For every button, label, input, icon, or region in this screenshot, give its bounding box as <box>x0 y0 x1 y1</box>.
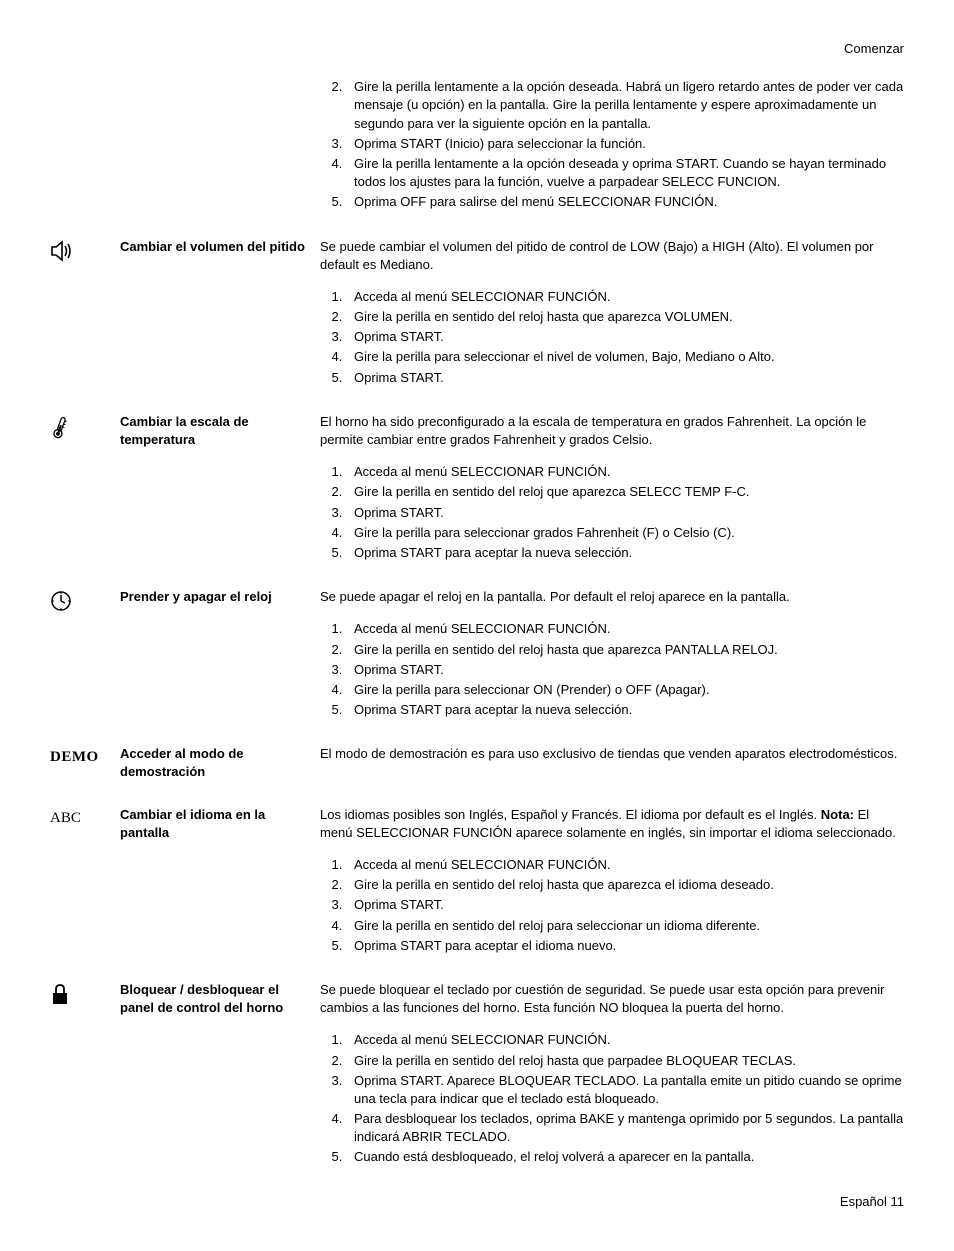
section-volume: Cambiar el volumen del pitido Se puede c… <box>50 238 904 389</box>
abc-icon: ABC <box>50 810 81 826</box>
list-item: Acceda al menú SELECCIONAR FUNCIÓN. <box>346 620 904 638</box>
list-item: Gire la perilla en sentido del reloj has… <box>346 641 904 659</box>
section-title-language: Cambiar el idioma en la pantalla <box>120 806 320 957</box>
section-temperature: Cambiar la escala de temperatura El horn… <box>50 413 904 564</box>
list-item: Gire la perilla lentamente a la opción d… <box>346 155 904 191</box>
content-volume: Se puede cambiar el volumen del pitido d… <box>320 238 904 389</box>
content-language: Los idiomas posibles son Inglés, Español… <box>320 806 904 957</box>
list-item: Acceda al menú SELECCIONAR FUNCIÓN. <box>346 856 904 874</box>
speaker-icon <box>50 240 76 262</box>
clock-icon <box>50 590 72 612</box>
clock-steps-list: Acceda al menú SELECCIONAR FUNCIÓN. Gire… <box>320 620 904 719</box>
temp-steps-list: Acceda al menú SELECCIONAR FUNCIÓN. Gire… <box>320 463 904 562</box>
section-title-demo: Acceder al modo de demostración <box>120 745 320 781</box>
list-item: Oprima START. <box>346 896 904 914</box>
page-footer: Español 11 <box>50 1193 904 1211</box>
intro-prefix: Los idiomas posibles son Inglés, Español… <box>320 807 821 822</box>
section-title-volume: Cambiar el volumen del pitido <box>120 238 320 389</box>
lock-icon <box>50 983 70 1007</box>
list-item: Oprima START para aceptar la nueva selec… <box>346 701 904 719</box>
content-clock: Se puede apagar el reloj en la pantalla.… <box>320 588 904 721</box>
page-header: Comenzar <box>50 40 904 58</box>
list-item: Gire la perilla para seleccionar ON (Pre… <box>346 681 904 699</box>
icon-column <box>50 413 120 564</box>
list-item: Gire la perilla lentamente a la opción d… <box>346 78 904 133</box>
language-steps-list: Acceda al menú SELECCIONAR FUNCIÓN. Gire… <box>320 856 904 955</box>
content-temperature: El horno ha sido preconfigurado a la esc… <box>320 413 904 564</box>
section-demo: DEMO Acceder al modo de demostración El … <box>50 745 904 781</box>
intro-text: Se puede cambiar el volumen del pitido d… <box>320 238 904 274</box>
list-item: Para desbloquear los teclados, oprima BA… <box>346 1110 904 1146</box>
thermometer-icon <box>50 415 70 441</box>
list-item: Oprima START (Inicio) para seleccionar l… <box>346 135 904 153</box>
list-item: Oprima START para aceptar la nueva selec… <box>346 544 904 562</box>
list-item: Acceda al menú SELECCIONAR FUNCIÓN. <box>346 288 904 306</box>
list-item: Gire la perilla para seleccionar el nive… <box>346 348 904 366</box>
list-item: Gire la perilla en sentido del reloj que… <box>346 483 904 501</box>
list-item: Oprima START. <box>346 369 904 387</box>
list-item: Oprima OFF para salirse del menú SELECCI… <box>346 193 904 211</box>
intro-text: El modo de demostración es para uso excl… <box>320 745 904 763</box>
volume-steps-list: Acceda al menú SELECCIONAR FUNCIÓN. Gire… <box>320 288 904 387</box>
icon-column <box>50 238 120 389</box>
icon-column: DEMO <box>50 745 120 781</box>
demo-icon: DEMO <box>50 749 99 765</box>
list-item: Gire la perilla en sentido del reloj has… <box>346 1052 904 1070</box>
top-steps-list: Gire la perilla lentamente a la opción d… <box>320 78 904 211</box>
nota-label: Nota: <box>821 807 854 822</box>
list-item: Gire la perilla para seleccionar grados … <box>346 524 904 542</box>
icon-column <box>50 588 120 721</box>
intro-text: El horno ha sido preconfigurado a la esc… <box>320 413 904 449</box>
section-title-lock: Bloquear / desbloquear el panel de contr… <box>120 981 320 1169</box>
title-column-empty <box>120 78 320 213</box>
icon-column-empty <box>50 78 120 213</box>
list-item: Oprima START. <box>346 328 904 346</box>
section-title-temperature: Cambiar la escala de temperatura <box>120 413 320 564</box>
content-demo: El modo de demostración es para uso excl… <box>320 745 904 781</box>
list-item: Oprima START. Aparece BLOQUEAR TECLADO. … <box>346 1072 904 1108</box>
content-lock: Se puede bloquear el teclado por cuestió… <box>320 981 904 1169</box>
list-item: Acceda al menú SELECCIONAR FUNCIÓN. <box>346 463 904 481</box>
icon-column <box>50 981 120 1169</box>
section-top-continuation: Gire la perilla lentamente a la opción d… <box>50 78 904 213</box>
lock-steps-list: Acceda al menú SELECCIONAR FUNCIÓN. Gire… <box>320 1031 904 1166</box>
section-clock: Prender y apagar el reloj Se puede apaga… <box>50 588 904 721</box>
list-item: Cuando está desbloqueado, el reloj volve… <box>346 1148 904 1166</box>
list-item: Gire la perilla en sentido del reloj has… <box>346 876 904 894</box>
list-item: Oprima START para aceptar el idioma nuev… <box>346 937 904 955</box>
section-language: ABC Cambiar el idioma en la pantalla Los… <box>50 806 904 957</box>
section-lock: Bloquear / desbloquear el panel de contr… <box>50 981 904 1169</box>
list-item: Oprima START. <box>346 504 904 522</box>
intro-text: Los idiomas posibles son Inglés, Español… <box>320 806 904 842</box>
intro-text: Se puede apagar el reloj en la pantalla.… <box>320 588 904 606</box>
list-item: Oprima START. <box>346 661 904 679</box>
section-title-clock: Prender y apagar el reloj <box>120 588 320 721</box>
content-top: Gire la perilla lentamente a la opción d… <box>320 78 904 213</box>
list-item: Gire la perilla en sentido del reloj par… <box>346 917 904 935</box>
list-item: Acceda al menú SELECCIONAR FUNCIÓN. <box>346 1031 904 1049</box>
icon-column: ABC <box>50 806 120 957</box>
intro-text: Se puede bloquear el teclado por cuestió… <box>320 981 904 1017</box>
list-item: Gire la perilla en sentido del reloj has… <box>346 308 904 326</box>
